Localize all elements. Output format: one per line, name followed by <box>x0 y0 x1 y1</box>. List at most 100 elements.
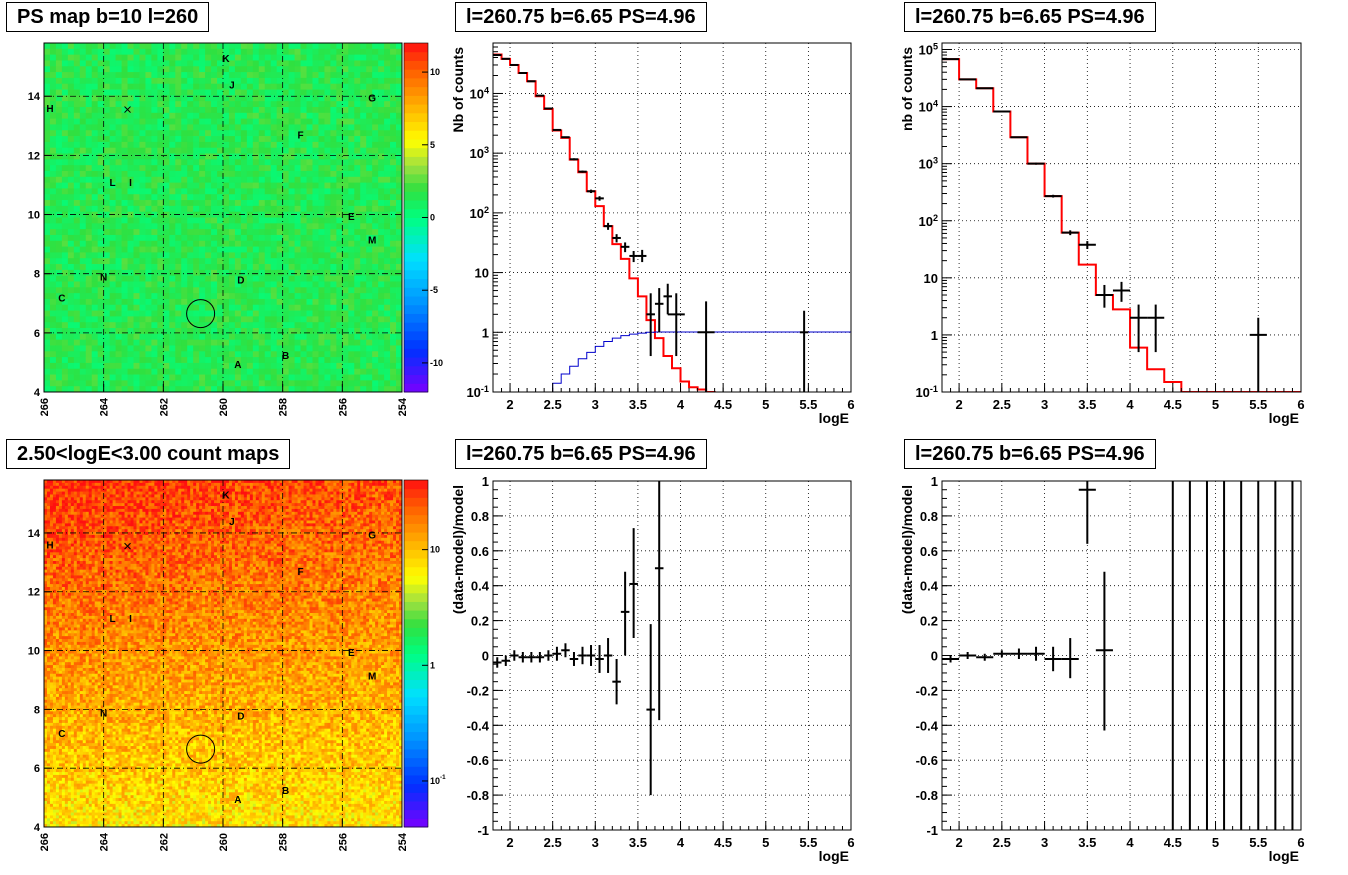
spec1-data-point <box>510 63 519 66</box>
source-label-J: J <box>229 80 235 91</box>
map2-xtick-label: 264 <box>99 832 111 851</box>
res1-ytick-label: -0.4 <box>467 718 490 733</box>
spec1-ytick-label: 103 <box>469 145 489 161</box>
map1-colorbar-label: 5 <box>430 140 435 150</box>
map1-colorbar-label: -10 <box>430 358 443 368</box>
spec2-ytick-label: 1 <box>931 328 938 343</box>
map1-xtick-label: 258 <box>278 398 290 416</box>
res2-ytick-label: -0.8 <box>916 788 938 803</box>
res2-xtick-label: 3 <box>1041 835 1048 850</box>
res2-ylabel: (data-model)/model <box>899 485 915 614</box>
spec2-data-point <box>1249 317 1267 392</box>
spec1-frame <box>492 42 852 393</box>
spec2-data-point <box>1061 230 1079 236</box>
spec1-data-point <box>586 189 596 194</box>
map1-xtick-label: 254 <box>397 397 409 416</box>
spec2-ytick-label: 105 <box>918 42 938 58</box>
res1-xtick-label: 2 <box>506 835 513 850</box>
res1-ytick-label: 0 <box>482 649 489 664</box>
res2-frame <box>941 480 1302 831</box>
map1-ytick-label: 8 <box>34 269 40 281</box>
res1-xtick-label: 2.5 <box>544 835 562 850</box>
res1-data-point <box>620 571 630 656</box>
spec1-series-1 <box>543 331 851 392</box>
spec1-data-point <box>697 301 715 392</box>
spec2-xlabel: logE <box>1269 410 1299 426</box>
res1-xtick-label: 5 <box>762 835 769 850</box>
spec1-data-point <box>637 249 647 263</box>
source-label-B: B <box>282 351 289 362</box>
res2-xtick-label: 3.5 <box>1078 835 1096 850</box>
source-label-I: I <box>129 614 132 625</box>
spec2-xtick-label: 4.5 <box>1164 397 1182 412</box>
spec2-ytick-label: 102 <box>918 213 938 229</box>
map2-cross-marker <box>124 542 131 550</box>
res1-ytick-label: -0.2 <box>467 683 489 698</box>
res2-ytick-label: -0.4 <box>916 718 939 733</box>
spec1-title: l=260.75 b=6.65 PS=4.96 <box>455 2 707 32</box>
map2-ytick-label: 8 <box>34 704 40 716</box>
source-label-C: C <box>58 729 65 740</box>
map1-colorbar: 10 5 0 -5 -10 <box>403 42 443 393</box>
spec2-ytick-label: 104 <box>918 99 938 115</box>
source-label-F: F <box>298 567 304 578</box>
map1-cross-marker <box>124 106 131 113</box>
spec1-ytick-label: 1 <box>482 325 489 340</box>
res1-data-point <box>612 658 621 705</box>
res1-ytick-label: 0.2 <box>471 614 489 629</box>
res2-xtick-label: 5 <box>1212 835 1219 850</box>
res1-ytick-label: 0.8 <box>471 509 489 524</box>
map2-xtick-label: 256 <box>337 833 349 851</box>
map1-xtick-label: 256 <box>337 398 349 416</box>
res2-plot-area <box>942 481 1294 830</box>
map2-source-circle <box>186 734 216 764</box>
res2-data-point <box>942 655 960 663</box>
map2-xtick-label: 254 <box>397 832 409 851</box>
spec1-xlabel: logE <box>819 410 849 426</box>
spec2-data-point <box>1078 241 1096 249</box>
map2-ytick-label: 14 <box>28 528 41 540</box>
spec2-ytick-label: 10 <box>924 271 938 286</box>
map2-ytick-label: 12 <box>28 587 40 599</box>
spec1-data-point <box>544 107 553 110</box>
spec1-data-point <box>595 196 604 201</box>
spec1-data-point <box>799 310 809 392</box>
res1-panel: 2 2.5 3 3.5 4 4.5 5 5.5 6 -1 -0.8 -0.6 -0.4 -0.2 0 0.2 0… <box>450 474 855 864</box>
res1-data-point <box>595 645 604 673</box>
res1-data-point <box>510 650 519 661</box>
map1-xtick-label: 266 <box>39 398 51 416</box>
spec1-data-point <box>654 288 664 333</box>
spec2-data-point <box>1010 136 1028 139</box>
spec2-data-point <box>1147 304 1165 353</box>
map1-xtick-label: 264 <box>99 397 111 416</box>
spec2-ytick-label: 103 <box>918 156 938 172</box>
source-label-A: A <box>234 795 241 806</box>
spec2-xtick-label: 2 <box>955 397 962 412</box>
res2-data-point <box>959 652 977 659</box>
map1-cells <box>44 43 403 393</box>
res2-xtick-label: 4 <box>1126 835 1134 850</box>
res1-data-point <box>603 638 613 673</box>
source-label-M: M <box>368 236 376 247</box>
spec1-data-point <box>535 94 545 97</box>
spec1-data-point <box>561 136 570 139</box>
spec2-xtick-label: 4 <box>1126 397 1134 412</box>
res1-data-point <box>518 652 528 663</box>
map2-colorbar-label: 1 <box>430 660 435 670</box>
res2-data-point <box>993 650 1011 658</box>
source-label-F: F <box>298 131 304 142</box>
spec2-xtick-label: 5 <box>1212 397 1219 412</box>
spec2-plot-area <box>942 58 1301 392</box>
spec1-ytick-label: 10 <box>475 266 489 281</box>
source-label-N: N <box>100 708 107 719</box>
spec1-series-0 <box>493 53 716 392</box>
spec1-xtick-label: 3.5 <box>629 397 647 412</box>
spec2-xtick-label: 5.5 <box>1249 397 1267 412</box>
spec1-data-point <box>620 242 630 253</box>
spec1-xtick-label: 6 <box>847 397 854 412</box>
source-label-L: L <box>110 614 116 625</box>
source-label-I: I <box>129 178 132 189</box>
res1-ytick-label: 0.4 <box>471 579 490 594</box>
res1-data-point <box>586 645 596 666</box>
res2-xlabel: logE <box>1269 848 1299 864</box>
